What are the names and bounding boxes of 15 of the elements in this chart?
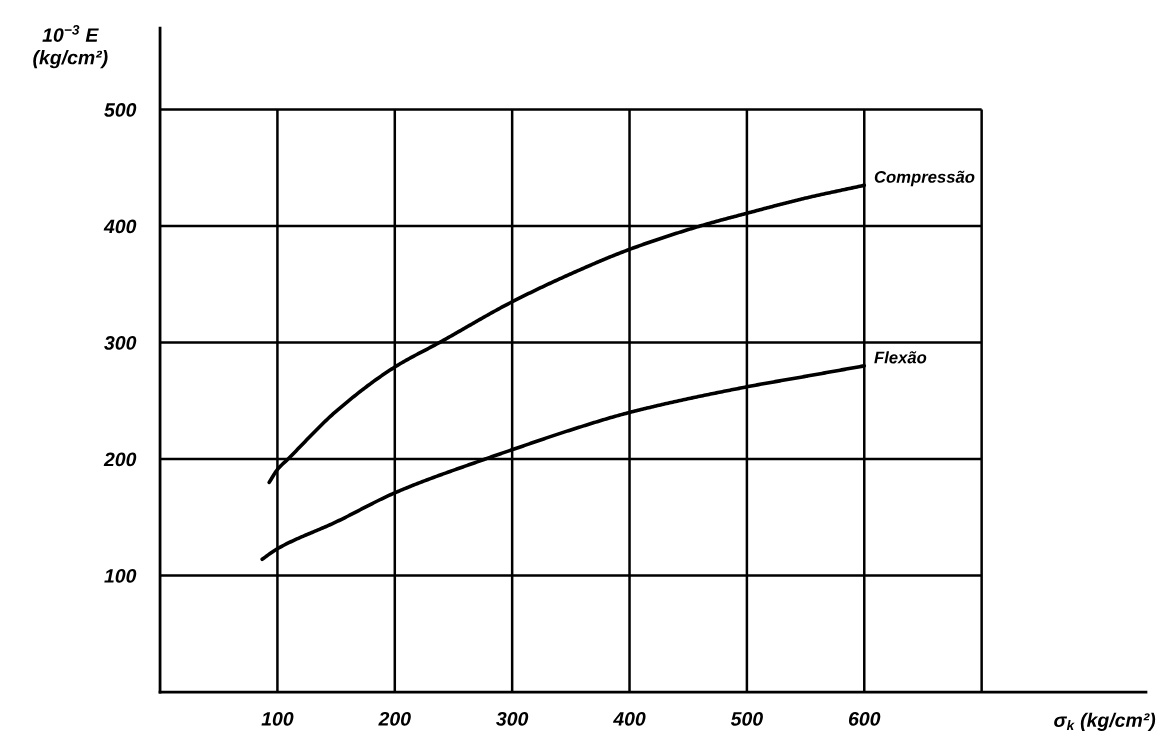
y-tick-label: 200 — [103, 452, 137, 467]
x-tick-label: 600 — [848, 711, 881, 726]
x-tick-label: 400 — [612, 711, 646, 726]
y-axis-title: 10$^{−3}$ E (kg/cm²) — [33, 25, 108, 69]
y-tick-label: 500 — [104, 103, 137, 117]
series-label: Flexão — [874, 351, 927, 364]
x-axis-title: σ$_{k}$ (kg/cm²) — [1054, 712, 1156, 731]
y-tick-label: 100 — [104, 569, 137, 583]
x-tick-label: 100 — [261, 711, 294, 726]
x-tick-label: 300 — [496, 711, 529, 726]
x-tick-label: 500 — [730, 711, 763, 726]
y-tick-label: 400 — [103, 219, 137, 234]
y-tick-label: 300 — [104, 336, 137, 350]
series-label: Compressão — [874, 170, 975, 187]
x-tick-label: 200 — [378, 711, 411, 726]
